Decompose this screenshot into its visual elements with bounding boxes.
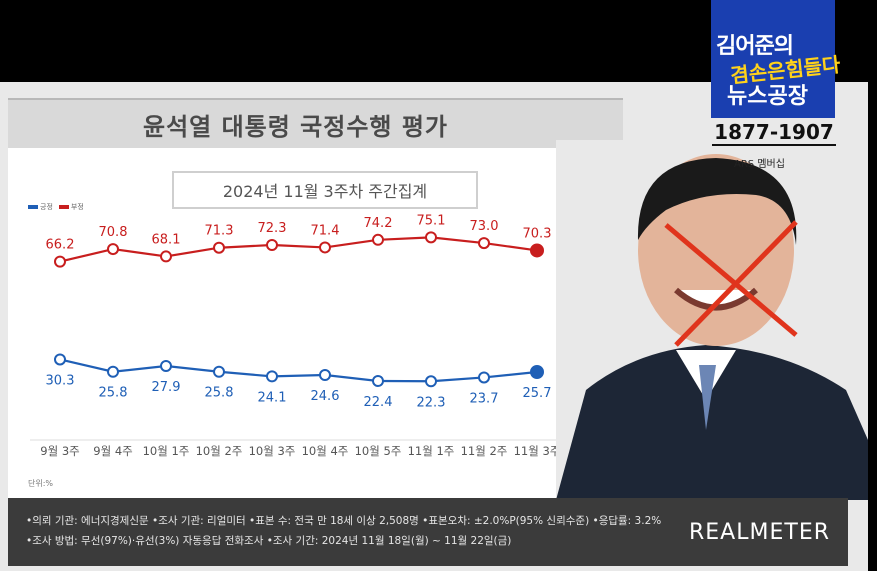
person-photo <box>556 140 868 500</box>
page-title: 윤석열 대통령 국정수행 평가 <box>142 112 449 141</box>
legend-item-negative: 부정 <box>58 202 84 212</box>
legend: 긍정 부정 <box>28 202 84 212</box>
chart-subtitle: 2024년 11월 3주차 주간집계 <box>172 171 478 209</box>
channel-name-3: 뉴스공장 <box>727 84 808 109</box>
phone-number: 1877-1907 <box>712 120 836 146</box>
legend-label-negative: 부정 <box>70 203 84 211</box>
channel-name-1: 김어준의 <box>716 34 794 59</box>
legend-item-positive: 긍정 <box>28 202 53 212</box>
footer-line-2: •조사 방법: 무선(97%)·유선(3%) 자동응답 전화조사 •조사 기간:… <box>26 535 512 547</box>
unit-label: 단위:% <box>28 479 54 488</box>
channel-logo <box>711 0 835 118</box>
legend-swatch-negative <box>58 205 69 209</box>
ars-label: ARS 멤버십 <box>734 159 785 170</box>
legend-label-positive: 긍정 <box>40 203 53 211</box>
survey-footer: •의뢰 기관: 에너지경제신문 •조사 기관: 리얼미터 •표본 수: 전국 만… <box>8 498 848 566</box>
realmeter-logo: REALMETER <box>689 520 830 545</box>
legend-swatch-positive <box>28 205 38 209</box>
footer-line-1: •의뢰 기관: 에너지경제신문 •조사 기관: 리얼미터 •표본 수: 전국 만… <box>26 515 662 527</box>
title-bar: 윤석열 대통령 국정수행 평가 <box>8 98 623 150</box>
